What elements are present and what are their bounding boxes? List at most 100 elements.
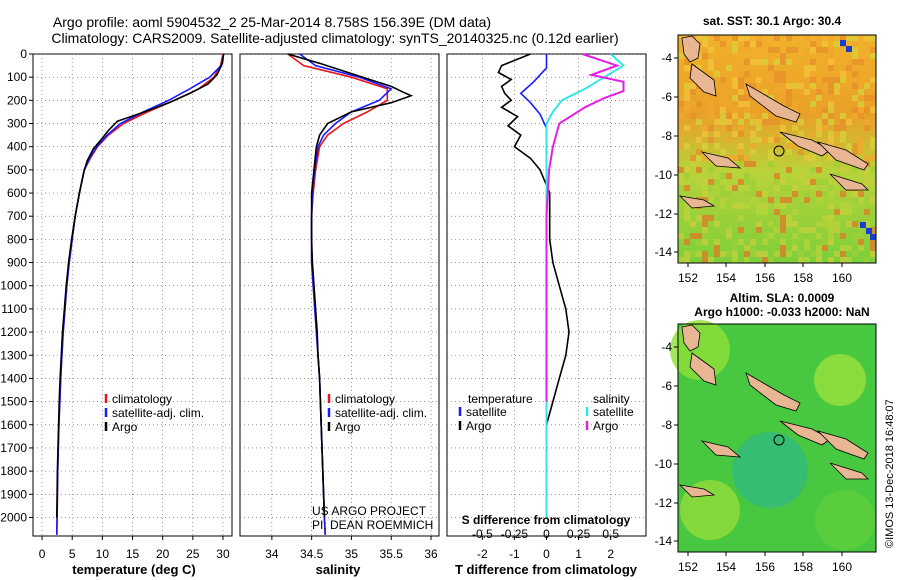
lat-label: -10 <box>655 168 673 182</box>
sst-pixel <box>714 173 720 179</box>
sst-pixel <box>816 233 822 239</box>
sst-pixel <box>780 185 786 191</box>
sst-pixel <box>864 179 870 185</box>
sst-pixel <box>690 83 696 89</box>
sst-pixel <box>684 143 690 149</box>
sst-pixel <box>828 233 834 239</box>
sst-pixel <box>792 221 798 227</box>
sst-pixel <box>774 77 780 83</box>
sst-pixel <box>828 59 834 65</box>
sst-pixel <box>834 251 840 257</box>
sst-pixel <box>732 239 738 245</box>
s-tick-label: -0.25 <box>501 527 529 541</box>
legend-label: satellite-adj. clim. <box>112 406 204 420</box>
sst-pixel <box>684 209 690 215</box>
sst-pixel <box>684 185 690 191</box>
sla-map-title-2: Argo h1000: -0.033 h2000: NaN <box>694 305 869 319</box>
sst-pixel <box>756 209 762 215</box>
sst-pixel <box>780 125 786 131</box>
sst-pixel <box>846 257 852 263</box>
sst-pixel <box>774 173 780 179</box>
sst-pixel-cold <box>840 40 846 46</box>
sst-pixel <box>726 89 732 95</box>
sst-pixel <box>720 251 726 257</box>
sst-pixel <box>750 251 756 257</box>
sst-pixel <box>732 251 738 257</box>
sst-pixel <box>726 173 732 179</box>
sst-pixel <box>756 41 762 47</box>
sst-pixel <box>684 179 690 185</box>
sst-pixel <box>732 83 738 89</box>
sst-pixel <box>864 167 870 173</box>
sst-pixel <box>756 59 762 65</box>
sst-pixel <box>708 107 714 113</box>
sst-pixel <box>732 131 738 137</box>
sst-pixel <box>756 221 762 227</box>
sst-pixel <box>840 125 846 131</box>
sst-pixel <box>702 215 708 221</box>
sst-pixel <box>702 143 708 149</box>
sst-map-frame <box>677 34 877 264</box>
sst-pixel <box>864 221 870 227</box>
sst-map: sat. SST: 30.1 Argo: 30.4 -4 -6 -8 -10 -12 -1… <box>655 14 877 285</box>
sla-blob <box>732 432 808 508</box>
sst-pixel <box>684 257 690 263</box>
sst-pixel <box>768 221 774 227</box>
sst-pixel <box>834 209 840 215</box>
sst-pixel <box>852 233 858 239</box>
legend-label: satellite-adj. clim. <box>335 406 427 420</box>
sst-lon-labels: 152 154 156 158 160 <box>678 263 852 285</box>
sst-pixel <box>786 149 792 155</box>
sst-pixel <box>744 191 750 197</box>
sst-pixel <box>750 83 756 89</box>
sst-pixel <box>810 47 816 53</box>
sst-pixel <box>708 215 714 221</box>
sst-pixel <box>720 149 726 155</box>
sst-pixel <box>828 35 834 41</box>
sst-pixel <box>732 257 738 263</box>
sst-pixel <box>852 47 858 53</box>
depth-tick-label: 2000 <box>0 510 27 524</box>
sst-pixel <box>714 203 720 209</box>
sst-pixel <box>750 161 756 167</box>
sst-pixel <box>732 47 738 53</box>
sst-pixel <box>756 191 762 197</box>
sst-pixel <box>858 107 864 113</box>
temperature-xlabel: temperature (deg C) <box>72 562 196 577</box>
sst-pixel <box>750 191 756 197</box>
sst-pixel <box>858 149 864 155</box>
sst-pixel <box>696 149 702 155</box>
sst-pixel <box>792 209 798 215</box>
sst-pixel <box>786 143 792 149</box>
sst-pixel <box>828 131 834 137</box>
island-bougainville <box>745 372 801 412</box>
sst-pixel <box>858 137 864 143</box>
sst-pixel <box>840 185 846 191</box>
sst-pixel <box>804 71 810 77</box>
island-north <box>689 63 717 97</box>
sst-pixel <box>696 53 702 59</box>
depth-tick-label: 1700 <box>0 441 27 455</box>
sst-pixel <box>852 143 858 149</box>
temperature-x-ticks: 0 5 10 15 20 25 30 <box>39 536 230 561</box>
sst-pixel <box>870 155 876 161</box>
sst-pixel <box>810 167 816 173</box>
sst-pixel <box>816 41 822 47</box>
sst-pixel <box>852 95 858 101</box>
sst-pixel <box>696 239 702 245</box>
sst-pixel <box>870 179 876 185</box>
sst-pixel <box>852 251 858 257</box>
sst-pixel <box>798 149 804 155</box>
island-guadalcanal <box>829 462 869 480</box>
sst-pixel <box>780 221 786 227</box>
sst-pixel <box>714 119 720 125</box>
sst-pixel <box>864 155 870 161</box>
sst-pixel <box>822 119 828 125</box>
sst-pixel <box>756 83 762 89</box>
depth-tick-label: 1300 <box>0 348 27 362</box>
sst-pixel <box>798 203 804 209</box>
sst-pixel <box>858 239 864 245</box>
sst-pixel <box>822 113 828 119</box>
x-tick-label: 20 <box>156 547 170 561</box>
sst-coastlines <box>678 35 869 209</box>
